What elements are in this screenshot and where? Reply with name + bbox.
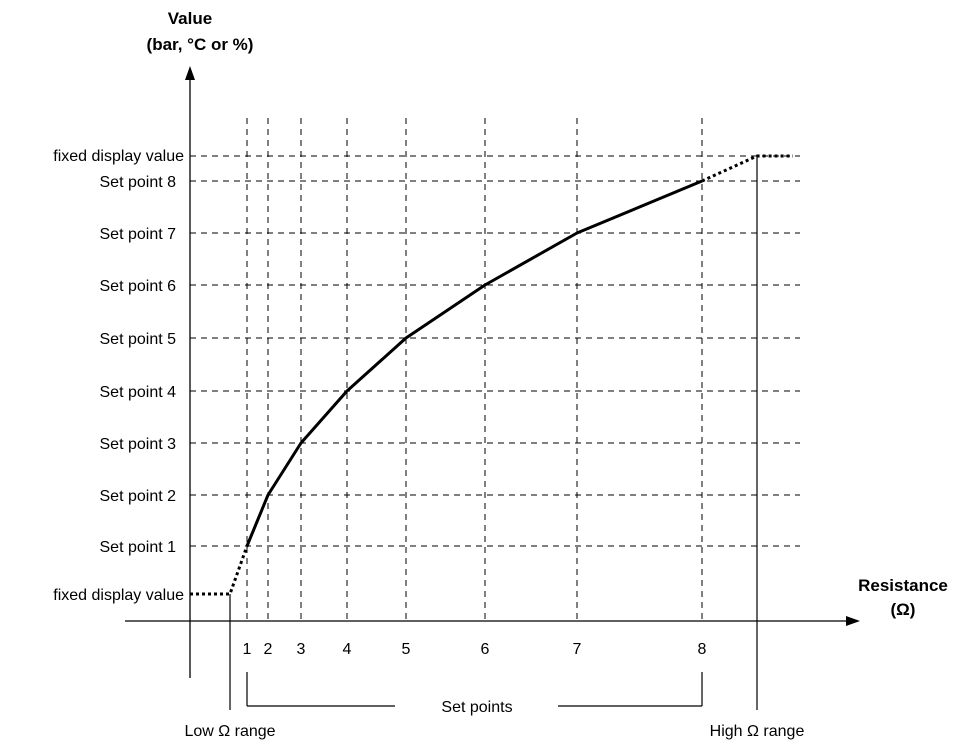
vertical-gridlines — [246, 118, 703, 620]
curve-high-extension — [701, 154, 793, 183]
y-axis-title: Value — [168, 9, 212, 28]
tick-label: 2 — [264, 641, 273, 658]
label-fixed-low: fixed display value — [53, 587, 184, 604]
tick-label: 7 — [573, 641, 582, 658]
label-setpoint-2: Set point 2 — [100, 488, 177, 505]
high-range-label: High Ω range — [710, 723, 805, 740]
label-setpoint-7: Set point 7 — [100, 226, 177, 243]
tick-label: 1 — [243, 641, 252, 658]
set-points-label: Set points — [441, 699, 512, 716]
label-setpoint-5: Set point 5 — [100, 331, 177, 348]
x-axis-title: Resistance — [858, 576, 948, 595]
low-range-label: Low Ω range — [184, 723, 275, 740]
tick-label: 3 — [297, 641, 306, 658]
horizontal-gridlines — [190, 155, 800, 547]
tick-label: 8 — [698, 641, 707, 658]
curve-low-extension — [190, 545, 249, 596]
tick-label: 6 — [481, 641, 490, 658]
x-axis-arrowhead — [846, 616, 860, 626]
x-tick-labels: 1 2 3 4 5 6 7 8 — [243, 641, 707, 658]
tick-label: 4 — [343, 641, 352, 658]
label-setpoint-1: Set point 1 — [100, 539, 177, 556]
label-fixed-high: fixed display value — [53, 148, 184, 165]
axes — [125, 66, 860, 678]
set-points-bracket — [246, 672, 703, 707]
label-setpoint-8: Set point 8 — [100, 174, 177, 191]
tick-label: 5 — [402, 641, 411, 658]
label-setpoint-3: Set point 3 — [100, 436, 177, 453]
x-axis-unit: (Ω) — [891, 600, 916, 619]
label-setpoint-4: Set point 4 — [100, 384, 177, 401]
characteristic-curve — [245, 179, 703, 547]
label-setpoint-6: Set point 6 — [100, 278, 177, 295]
y-axis-arrowhead — [185, 66, 195, 80]
y-axis-subtitle: (bar, °C or %) — [147, 35, 254, 54]
y-axis-labels: fixed display value Set point 8 Set poin… — [53, 148, 184, 604]
